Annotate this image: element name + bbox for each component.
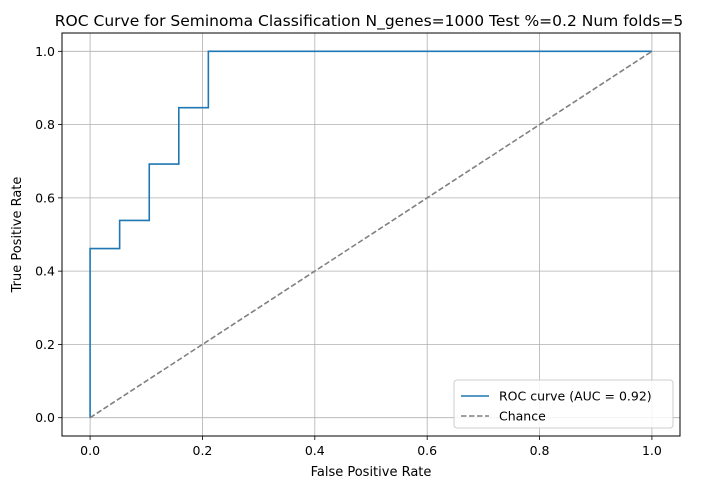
grid-lines	[62, 33, 680, 436]
legend-box	[453, 379, 674, 429]
y-tick-label-5: 1.0	[35, 44, 55, 59]
x-tick-label-0: 0.0	[80, 443, 100, 458]
legend: ROC curve (AUC = 0.92) Chance	[453, 379, 674, 429]
y-tick-label-1: 0.2	[35, 337, 55, 352]
legend-label-chance: Chance	[499, 409, 546, 424]
x-tick-label-5: 1.0	[642, 443, 662, 458]
x-tick-label-3: 0.6	[417, 443, 437, 458]
axis-ticks: 0.0 0.2 0.4 0.6 0.8 1.0 0.0 0.2 0.4 0.6 0.8 1.0	[35, 44, 662, 458]
y-axis-label: True Positive Rate	[10, 177, 25, 294]
y-tick-label-0: 0.0	[35, 410, 55, 425]
roc-curve-line	[89, 50, 652, 418]
plot-frame	[61, 32, 681, 437]
series-layer	[89, 50, 653, 419]
x-tick-label-2: 0.4	[305, 443, 325, 458]
y-tick-label-3: 0.6	[35, 190, 55, 205]
y-tick-label-4: 0.8	[35, 117, 55, 132]
y-tick-label-2: 0.4	[35, 264, 55, 279]
x-tick-label-1: 0.2	[193, 443, 213, 458]
chart-title: ROC Curve for Seminoma Classification N_…	[55, 12, 683, 31]
x-tick-label-4: 0.8	[530, 443, 550, 458]
legend-label-roc: ROC curve (AUC = 0.92)	[499, 389, 652, 404]
x-axis-label: False Positive Rate	[311, 465, 432, 480]
